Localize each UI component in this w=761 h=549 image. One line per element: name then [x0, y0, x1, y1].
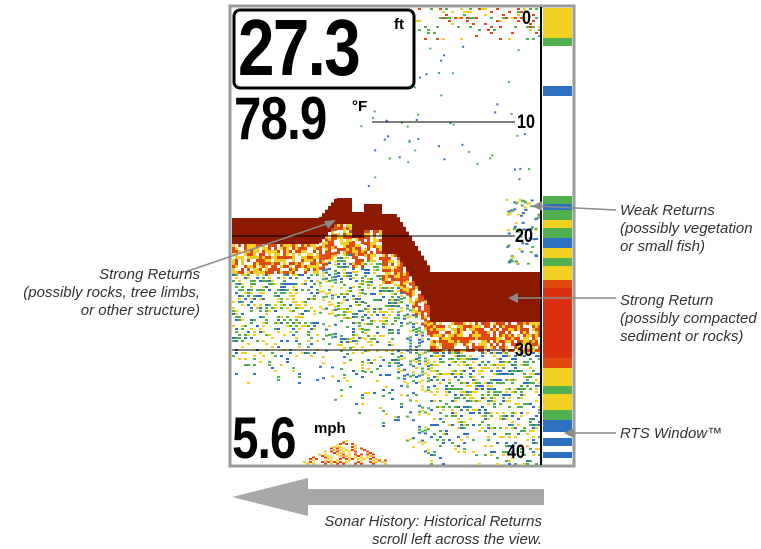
depth-scale-10: 10: [517, 112, 535, 133]
callout-arrowhead-strong-left: [324, 220, 336, 229]
speed-readout: 5.6: [232, 406, 296, 471]
callout-arrowhead-rts: [564, 428, 574, 438]
speed-unit: mph: [314, 420, 346, 437]
temperature-unit: °F: [352, 98, 368, 115]
annotation-sonar-history: Sonar History: Historical Returns scroll…: [324, 513, 542, 548]
depth-readout: 27.3: [238, 3, 361, 92]
callout-arrowhead-strong-right: [508, 293, 518, 303]
depth-scale-40: 40: [507, 442, 525, 463]
callout-line-weak: [535, 205, 617, 211]
annotation-strong-returns: Strong Returns (possibly rocks, tree lim…: [23, 266, 200, 319]
annotation-rts-window: RTS Window™: [620, 425, 723, 442]
depth-scale-20: 20: [515, 226, 533, 247]
annotation-weak-returns: Weak Returns (possibly vegetation or sma…: [620, 202, 753, 255]
depth-readout-box: [232, 8, 416, 90]
callout-line-strong-left: [184, 221, 333, 273]
rts-window-bar: [543, 8, 572, 464]
temperature-readout: 78.9: [234, 85, 327, 152]
sonar-history-arrow: [232, 478, 544, 516]
callout-arrowhead-weak: [532, 201, 542, 211]
depth-scale-30: 30: [515, 340, 533, 361]
depth-unit: ft: [394, 16, 404, 33]
annotation-strong-return: Strong Return (possibly compacted sedime…: [620, 292, 757, 345]
depth-scale-0: 0: [522, 8, 531, 29]
sonar-returns: [232, 8, 541, 465]
